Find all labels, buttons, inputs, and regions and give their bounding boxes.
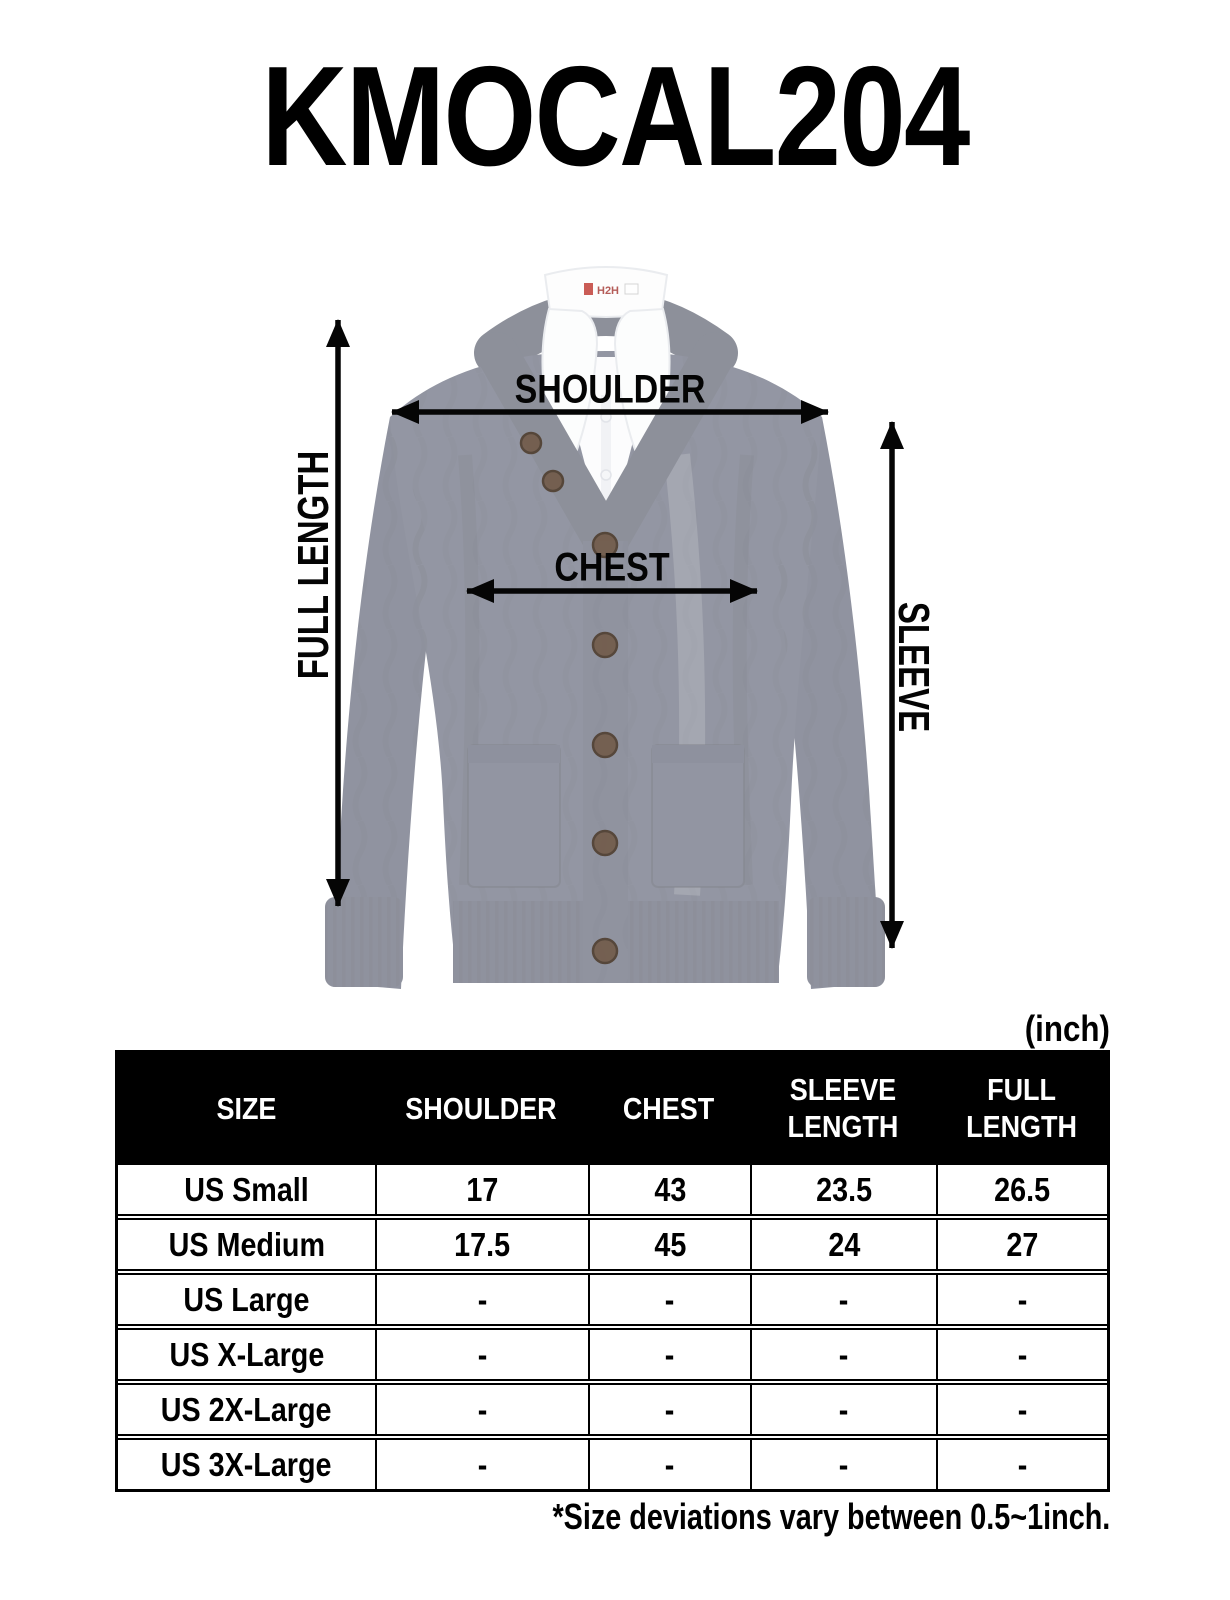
shoulder-value: 17 <box>375 1165 588 1214</box>
sleeve-length-value: - <box>749 1440 936 1489</box>
pockets <box>467 744 745 888</box>
chest-value: 43 <box>587 1165 750 1214</box>
size-table-header-row: SIZE SHOULDER CHEST SLEEVE LENGTH FULL L… <box>118 1053 1107 1165</box>
chest-value: - <box>587 1385 750 1434</box>
size-cell: US 3X-Large <box>161 1445 332 1483</box>
size-row-us-large: US Large - - - - <box>118 1269 1107 1324</box>
collar-back <box>474 290 738 376</box>
full-length-value: - <box>935 1275 1107 1324</box>
full-length-value: 26.5 <box>935 1165 1107 1214</box>
full-length-value: 27 <box>935 1220 1107 1269</box>
shoulder-value: - <box>375 1330 588 1379</box>
size-cell: US Medium <box>168 1225 325 1263</box>
full-length-value: - <box>935 1330 1107 1379</box>
shoulder-value: - <box>375 1385 588 1434</box>
brand-logo-square <box>584 283 593 295</box>
size-cell: US X-Large <box>169 1335 324 1373</box>
unit-label: (inch) <box>1024 1008 1110 1049</box>
size-cell: US Small <box>184 1170 309 1208</box>
product-code-title: KMOCAL204 <box>261 37 970 196</box>
size-deviation-note: *Size deviations vary between 0.5~1inch. <box>552 1496 1110 1537</box>
size-cell: US Large <box>183 1280 310 1318</box>
cardigan-product-photo: H2H <box>325 266 885 989</box>
full-length-value: - <box>935 1385 1107 1434</box>
size-row-us-small: US Small 17 43 23.5 26.5 <box>118 1165 1107 1214</box>
brand-tag-text: H2H <box>597 285 619 297</box>
sleeve-length-value: - <box>749 1385 936 1434</box>
col-header-sleeve-length: SLEEVE LENGTH <box>787 1072 899 1144</box>
size-row-us-x-large: US X-Large - - - - <box>118 1324 1107 1379</box>
full-length-measure-label: FULL LENGTH <box>289 450 338 680</box>
shoulder-value: 17.5 <box>375 1220 588 1269</box>
size-cell: US 2X-Large <box>161 1390 332 1428</box>
sleeve-length-value: 24 <box>749 1220 936 1269</box>
chest-value: - <box>587 1275 750 1324</box>
col-header-full-length: FULL LENGTH <box>966 1072 1077 1144</box>
brand-tag: H2H <box>584 283 639 297</box>
col-header-chest: CHEST <box>623 1090 715 1126</box>
col-header-shoulder: SHOULDER <box>405 1090 558 1126</box>
shoulder-value: - <box>375 1275 588 1324</box>
col-header-size: SIZE <box>216 1090 277 1126</box>
sleeve-measure-label: SLEEVE <box>889 601 938 733</box>
sleeve-length-value: - <box>749 1275 936 1324</box>
shoulder-value: - <box>375 1440 588 1489</box>
chest-measure-label: CHEST <box>554 545 670 590</box>
sleeve-length-value: 23.5 <box>749 1165 936 1214</box>
chest-value: - <box>587 1440 750 1489</box>
size-row-us-3x-large: US 3X-Large - - - - <box>118 1434 1107 1489</box>
cardigan-buttons <box>519 431 619 965</box>
size-row-us-2x-large: US 2X-Large - - - - <box>118 1379 1107 1434</box>
chest-value: 45 <box>587 1220 750 1269</box>
faded-garment <box>325 266 885 989</box>
size-table: SIZE SHOULDER CHEST SLEEVE LENGTH FULL L… <box>115 1050 1110 1492</box>
chest-value: - <box>587 1330 750 1379</box>
shoulder-measure-label: SHOULDER <box>514 367 706 412</box>
full-length-value: - <box>935 1440 1107 1489</box>
size-tab <box>624 283 639 295</box>
sleeve-length-value: - <box>749 1330 936 1379</box>
size-row-us-medium: US Medium 17.5 45 24 27 <box>118 1214 1107 1269</box>
